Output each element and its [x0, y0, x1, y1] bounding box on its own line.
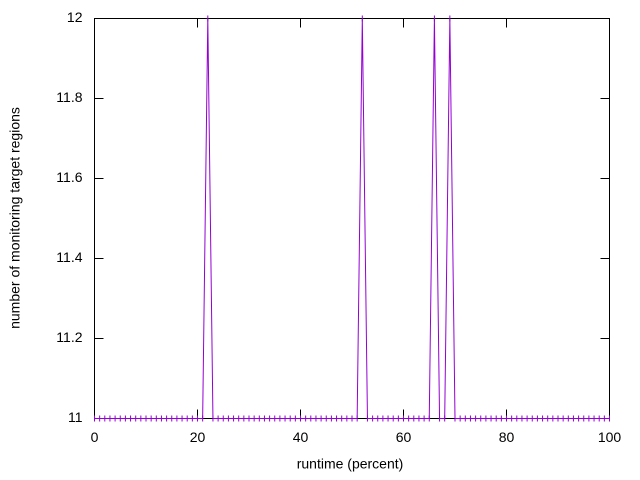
y-tick-label: 11.2 — [56, 329, 82, 345]
data-line — [94, 18, 610, 419]
y-tick-label: 11.4 — [56, 249, 82, 265]
x-tick-label: 100 — [598, 429, 622, 445]
x-tick-label: 20 — [190, 429, 206, 445]
x-tick-label: 0 — [91, 429, 99, 445]
y-tick-label: 12 — [67, 9, 83, 25]
y-tick-label: 11.6 — [56, 169, 82, 185]
y-axis-label: number of monitoring target regions — [7, 107, 23, 329]
plot-frame — [94, 18, 610, 419]
y-tick-label: 11.8 — [56, 89, 82, 105]
x-tick-label: 60 — [396, 429, 412, 445]
x-tick-label: 40 — [293, 429, 309, 445]
x-axis-label: runtime (percent) — [297, 456, 404, 472]
x-tick-label: 80 — [499, 429, 515, 445]
y-tick-label: 11 — [68, 409, 83, 425]
